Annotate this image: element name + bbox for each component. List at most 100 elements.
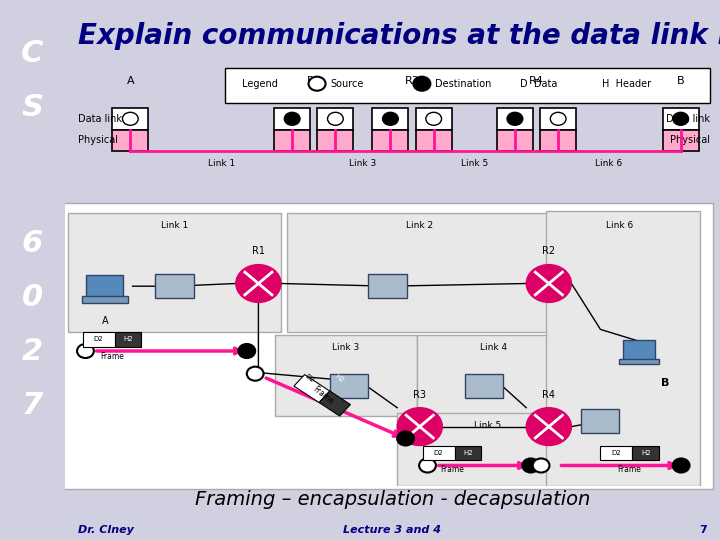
Circle shape [382,112,398,125]
FancyBboxPatch shape [546,211,701,486]
Text: D  Data: D Data [520,79,557,89]
Circle shape [77,344,94,358]
Text: Link 5: Link 5 [461,159,488,168]
FancyBboxPatch shape [465,374,503,398]
FancyBboxPatch shape [274,130,310,151]
Circle shape [247,367,264,381]
Text: Frame: Frame [618,465,642,474]
Circle shape [672,458,690,472]
Text: Link 2: Link 2 [406,221,433,231]
Polygon shape [600,446,632,460]
Text: R1: R1 [252,246,265,256]
Polygon shape [319,391,351,416]
FancyBboxPatch shape [318,130,354,151]
Text: Source: Source [330,79,364,89]
Text: A: A [127,76,134,86]
Circle shape [523,458,539,472]
Circle shape [238,344,255,358]
FancyBboxPatch shape [415,130,451,151]
Text: C: C [21,39,44,69]
Text: Data link: Data link [78,114,122,124]
FancyBboxPatch shape [397,413,585,486]
FancyBboxPatch shape [112,108,148,130]
Circle shape [526,265,572,302]
Text: D2: D2 [94,336,104,342]
Circle shape [672,112,688,125]
FancyBboxPatch shape [274,335,417,416]
Circle shape [397,408,442,445]
Circle shape [526,408,572,445]
FancyBboxPatch shape [225,68,710,103]
Polygon shape [632,446,659,460]
Text: B: B [677,76,685,86]
FancyBboxPatch shape [318,108,354,130]
Polygon shape [114,332,141,347]
Text: H  Header: H Header [602,79,651,89]
Text: H2: H2 [333,374,345,384]
Polygon shape [455,446,481,460]
FancyBboxPatch shape [417,335,572,416]
Text: R3: R3 [413,389,426,400]
FancyBboxPatch shape [372,130,408,151]
FancyBboxPatch shape [415,108,451,130]
Text: Link 3: Link 3 [332,343,359,352]
Text: Lecture 3 and 4: Lecture 3 and 4 [343,525,441,535]
FancyBboxPatch shape [112,130,148,151]
Text: Frame: Frame [311,385,335,407]
FancyBboxPatch shape [497,130,533,151]
Text: H2: H2 [464,450,473,456]
Circle shape [236,265,281,302]
FancyBboxPatch shape [82,296,127,302]
Text: 7: 7 [699,525,707,535]
Text: Link 5: Link 5 [474,421,501,430]
Polygon shape [83,332,114,347]
Text: Explain communications at the data link layer: Explain communications at the data link … [78,22,720,50]
Text: Legend: Legend [242,79,278,89]
FancyBboxPatch shape [540,130,576,151]
Text: Link 1: Link 1 [208,159,235,168]
Text: R2: R2 [542,246,555,256]
FancyBboxPatch shape [619,359,659,364]
Text: 2: 2 [22,336,43,366]
Text: R1: R1 [307,76,321,86]
Text: Link 1: Link 1 [161,221,188,231]
Text: Frame: Frame [100,352,124,361]
Circle shape [426,112,441,125]
Text: Frame: Frame [440,465,464,474]
FancyBboxPatch shape [274,108,310,130]
Text: Link 3: Link 3 [349,159,377,168]
Text: B: B [661,378,669,388]
FancyBboxPatch shape [330,374,368,398]
FancyBboxPatch shape [540,108,576,130]
Text: A: A [102,316,108,326]
Polygon shape [294,375,330,402]
Text: Link 6: Link 6 [595,159,622,168]
FancyBboxPatch shape [623,340,655,360]
Circle shape [507,112,523,125]
Circle shape [413,77,431,91]
Text: Data link: Data link [666,114,710,124]
Circle shape [533,458,549,472]
Text: D2: D2 [434,450,444,456]
FancyBboxPatch shape [662,130,698,151]
Circle shape [328,112,343,125]
Text: H2: H2 [641,450,651,456]
FancyBboxPatch shape [68,213,281,332]
Circle shape [550,112,566,125]
Text: 7: 7 [22,390,43,420]
FancyBboxPatch shape [497,108,533,130]
Text: Physical: Physical [78,136,118,145]
Text: Link 6: Link 6 [606,221,634,231]
Circle shape [122,112,138,125]
Circle shape [284,112,300,125]
Text: Link 4: Link 4 [480,343,508,352]
Text: H2: H2 [123,336,133,342]
Circle shape [309,77,325,91]
Text: R4: R4 [529,76,544,86]
FancyBboxPatch shape [61,202,714,489]
Text: Dr. Clney: Dr. Clney [78,525,134,535]
FancyBboxPatch shape [369,274,407,298]
Text: R4: R4 [542,389,555,400]
Text: D2: D2 [304,374,315,384]
Text: Destination: Destination [435,79,491,89]
